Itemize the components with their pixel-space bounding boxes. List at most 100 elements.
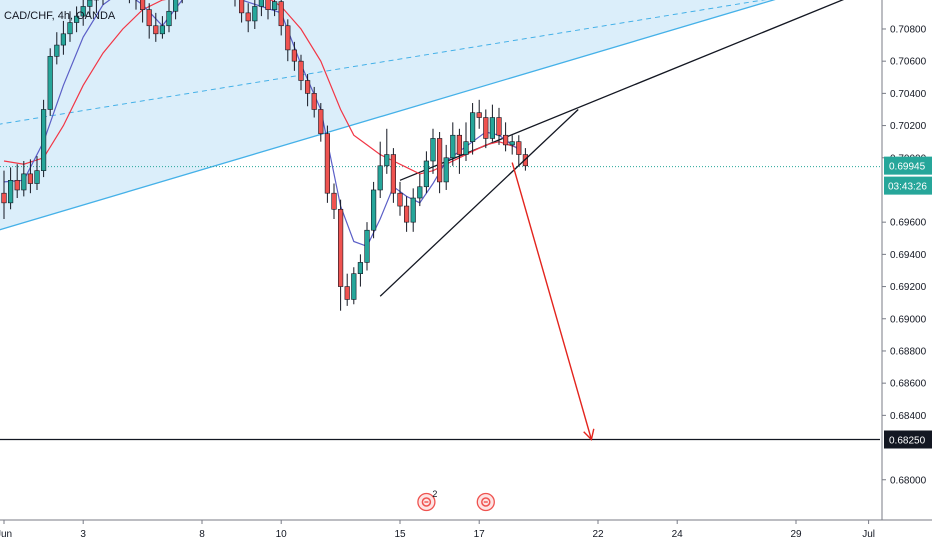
price-tick-label: 0.70800 xyxy=(890,24,927,35)
candle-body xyxy=(443,157,449,183)
candle-body xyxy=(370,189,377,231)
channel-fill xyxy=(0,0,774,230)
candle-body xyxy=(344,286,350,300)
plot-area: 2 xyxy=(0,0,880,512)
candle-67 xyxy=(443,144,449,190)
candle-48 xyxy=(318,103,324,142)
candle-71 xyxy=(469,103,476,155)
candle-body xyxy=(60,33,66,46)
price-tick-label: 0.68400 xyxy=(890,411,927,422)
candle-body xyxy=(271,1,278,10)
candle-body xyxy=(80,6,86,17)
candle-body xyxy=(245,12,251,22)
candle-body xyxy=(252,6,258,22)
time-tick-label: 10 xyxy=(276,529,288,540)
time-tick-label: 8 xyxy=(199,529,205,540)
candle-23 xyxy=(153,12,159,42)
candle-body xyxy=(298,60,304,81)
candle-body xyxy=(436,138,443,183)
candle-56 xyxy=(370,181,377,239)
price-tick-label: 0.69200 xyxy=(890,282,927,293)
candle-70 xyxy=(463,122,469,161)
candle-10 xyxy=(67,11,73,42)
price-tick-label: 0.69000 xyxy=(890,314,927,325)
candle-7 xyxy=(47,48,53,116)
candle-74 xyxy=(489,104,496,142)
wedge-support-line xyxy=(379,109,579,297)
current-price-label: 0.69945 xyxy=(889,162,926,173)
candle-9 xyxy=(60,20,66,55)
candle-62 xyxy=(410,188,416,232)
event-marker-1 xyxy=(476,492,495,512)
candle-69 xyxy=(456,128,463,174)
candle-49 xyxy=(324,125,331,203)
candle-41 xyxy=(271,0,278,17)
candle-6 xyxy=(40,99,47,178)
candle-body xyxy=(8,180,14,204)
candle-body xyxy=(239,0,245,14)
candle-body xyxy=(403,205,410,223)
candle-63 xyxy=(417,173,423,207)
price-tick-label: 0.68600 xyxy=(890,379,927,390)
time-tick-label: 3 xyxy=(80,529,86,540)
price-tick-label: 0.70400 xyxy=(890,89,927,100)
candle-43 xyxy=(285,19,291,62)
candle-body xyxy=(331,192,337,210)
candle-body xyxy=(384,154,390,167)
target-level-tag xyxy=(884,430,932,449)
candle-66 xyxy=(436,132,443,194)
event-marker-badge: 2 xyxy=(432,489,437,499)
candle-body xyxy=(357,262,364,274)
price-tick-label: 0.68000 xyxy=(890,475,927,486)
candle-2 xyxy=(14,164,20,199)
candle-body xyxy=(47,56,53,110)
candle-38 xyxy=(252,0,258,29)
candle-body xyxy=(153,25,159,35)
candle-body xyxy=(159,25,166,35)
candle-26 xyxy=(173,0,179,20)
candle-body xyxy=(265,0,271,10)
candle-body xyxy=(258,0,265,7)
candle-body xyxy=(54,44,60,57)
candle-body xyxy=(173,0,179,12)
candle-72 xyxy=(476,99,482,129)
time-tick-label: 24 xyxy=(672,529,684,540)
price-tick-label: 0.69400 xyxy=(890,250,927,261)
candle-44 xyxy=(291,41,298,71)
candle-46 xyxy=(304,74,311,107)
candle-body xyxy=(509,141,515,146)
candle-body xyxy=(67,22,73,35)
candle-body xyxy=(476,112,482,118)
candle-body xyxy=(456,134,463,155)
candle-body xyxy=(502,134,509,146)
candle-45 xyxy=(298,54,304,91)
price-tick-label: 0.68800 xyxy=(890,346,927,357)
candle-61 xyxy=(403,196,410,232)
candle-body xyxy=(463,141,469,155)
countdown-label: 03:43:26 xyxy=(888,182,927,193)
candle-body xyxy=(483,117,489,139)
candle-body xyxy=(34,170,40,184)
candle-64 xyxy=(423,151,430,194)
candle-13 xyxy=(87,0,93,17)
candle-body xyxy=(146,9,152,27)
candle-40 xyxy=(265,0,271,20)
candle-body xyxy=(364,229,370,263)
candle-25 xyxy=(166,0,172,33)
candle-5 xyxy=(34,156,40,190)
countdown-tag xyxy=(884,176,932,195)
candle-20 xyxy=(135,0,137,10)
channel-midline xyxy=(0,0,767,125)
symbol-title: CAD/CHF, 4h, OANDA xyxy=(4,10,116,22)
candle-body xyxy=(410,197,416,223)
candle-body xyxy=(351,273,357,300)
channel-lower-line xyxy=(0,0,776,231)
candle-body xyxy=(74,15,80,23)
candle-24 xyxy=(159,16,166,39)
candle-14 xyxy=(93,0,99,13)
candle-body xyxy=(318,109,324,134)
candle-body xyxy=(278,1,284,27)
candle-77 xyxy=(509,135,515,155)
candle-42 xyxy=(278,0,284,36)
